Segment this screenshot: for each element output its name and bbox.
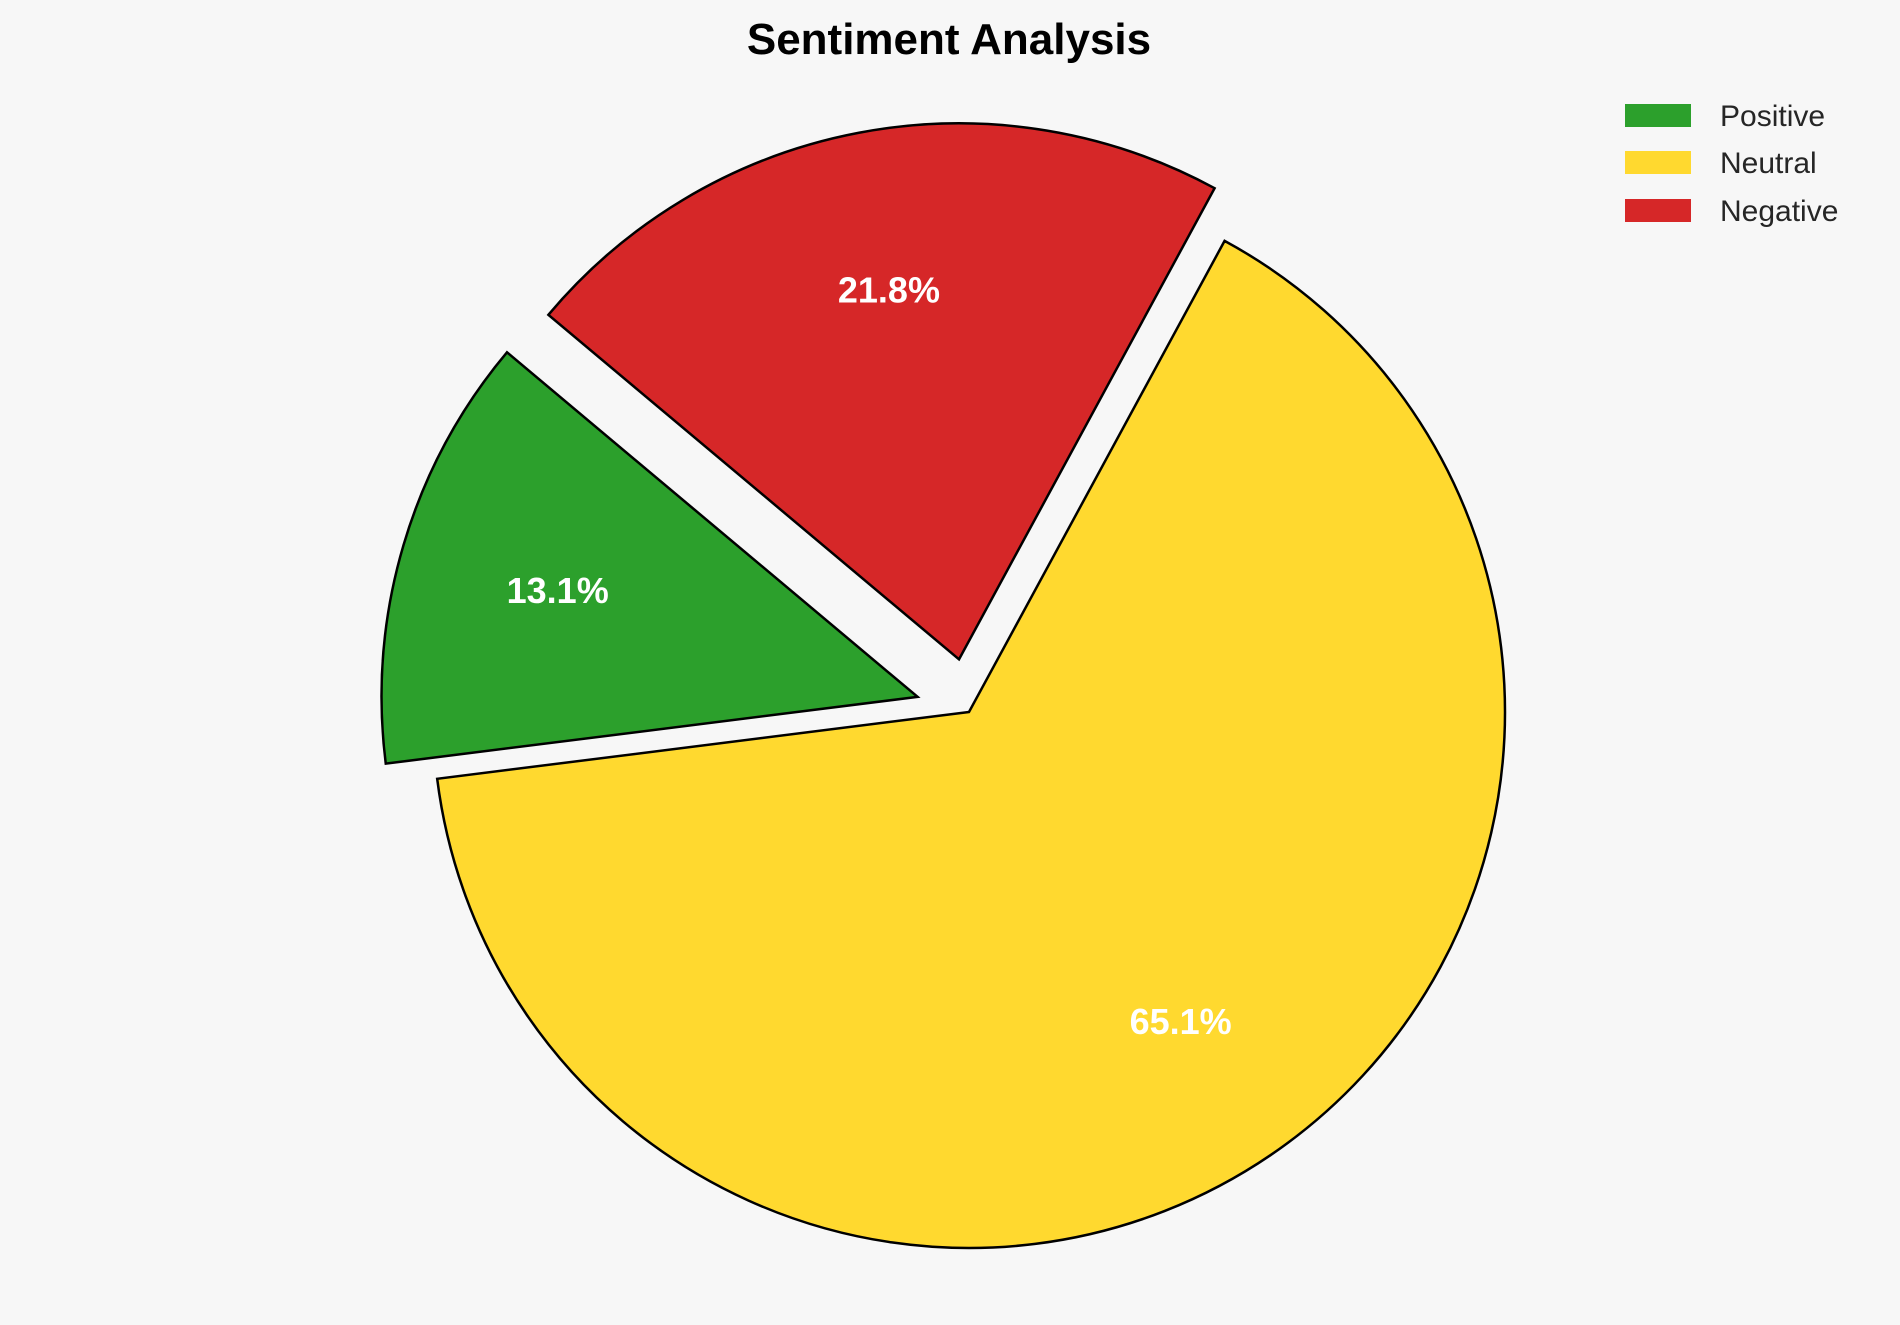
legend-swatch-neutral	[1625, 151, 1691, 174]
legend: Positive Neutral Negative	[1625, 100, 1838, 228]
legend-label-positive: Positive	[1720, 100, 1825, 133]
pct-label-negative: 21.8%	[838, 270, 940, 311]
legend-swatch-positive	[1625, 104, 1691, 127]
pie-slice-negative	[546, 122, 1217, 662]
pct-label-positive: 13.1%	[507, 570, 609, 611]
pie-slice-neutral	[435, 239, 1507, 1250]
chart-title: Sentiment Analysis	[747, 15, 1151, 64]
legend-swatch-negative	[1625, 199, 1691, 222]
legend-label-neutral: Neutral	[1720, 147, 1817, 180]
legend-label-negative: Negative	[1720, 195, 1838, 228]
pct-label-neutral: 65.1%	[1130, 1001, 1232, 1042]
pie-slice-positive	[380, 350, 921, 766]
